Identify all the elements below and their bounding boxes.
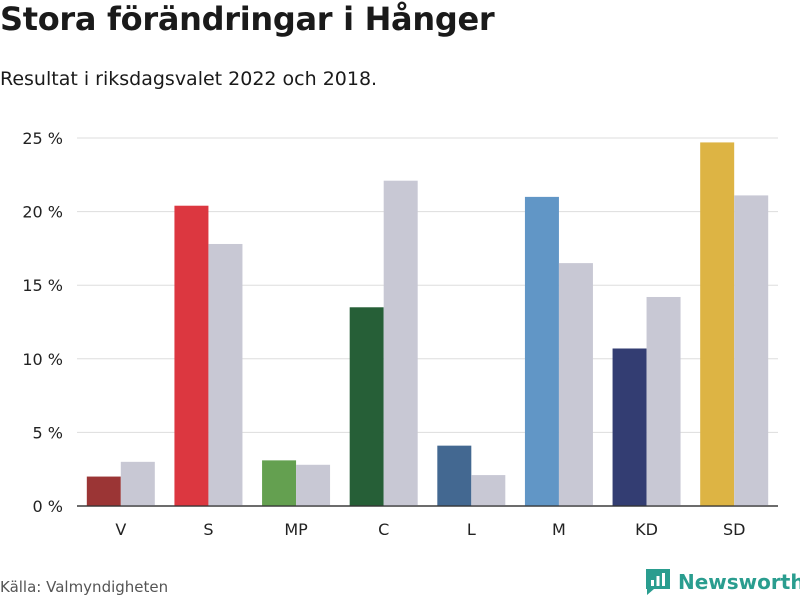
- y-tick-label: 10 %: [22, 350, 63, 369]
- y-tick-label: 0 %: [33, 497, 63, 516]
- bar-2018: [120, 461, 155, 506]
- bar-2022: [86, 476, 121, 506]
- x-tick-label: SD: [723, 520, 745, 539]
- source-note: Källa: Valmyndigheten: [0, 578, 169, 596]
- bar-2022: [174, 205, 209, 506]
- bar-2022: [612, 348, 647, 506]
- newsworthy-logo-icon: [646, 569, 670, 595]
- x-tick-label: S: [203, 520, 213, 539]
- bar-2018: [734, 195, 769, 506]
- bar-2018: [296, 464, 331, 506]
- bar-2018: [383, 180, 418, 507]
- x-tick-label: V: [115, 520, 126, 539]
- y-tick-label: 15 %: [22, 276, 63, 295]
- bar-2022: [349, 307, 384, 506]
- x-tick-label: KD: [635, 520, 658, 539]
- chart-subtitle: Resultat i riksdagsvalet 2022 och 2018.: [0, 68, 378, 90]
- y-tick-label: 25 %: [22, 129, 63, 148]
- bar-2018: [646, 296, 681, 506]
- bar-2022: [524, 196, 559, 506]
- chart-title: Stora förändringar i Hånger: [0, 0, 495, 38]
- y-tick-label: 5 %: [33, 423, 63, 442]
- x-tick-label: C: [378, 520, 389, 539]
- y-tick-label: 20 %: [22, 203, 63, 222]
- bar-2022: [437, 445, 472, 506]
- x-tick-label: L: [467, 520, 476, 539]
- x-tick-label: MP: [284, 520, 308, 539]
- bar-2018: [208, 243, 243, 506]
- bar-2022: [262, 460, 297, 506]
- bar-2018: [471, 475, 506, 506]
- bar-2022: [700, 142, 735, 506]
- bar-chart: 0 % 5 % 10 % 15 % 20 % 25 % V S MP C L M KD SD: [22, 129, 778, 539]
- brand-logo[interactable]: Newsworthy: [644, 567, 800, 597]
- x-tick-label: M: [552, 520, 566, 539]
- brand-name: Newsworthy: [678, 570, 800, 594]
- bar-2018: [558, 263, 593, 506]
